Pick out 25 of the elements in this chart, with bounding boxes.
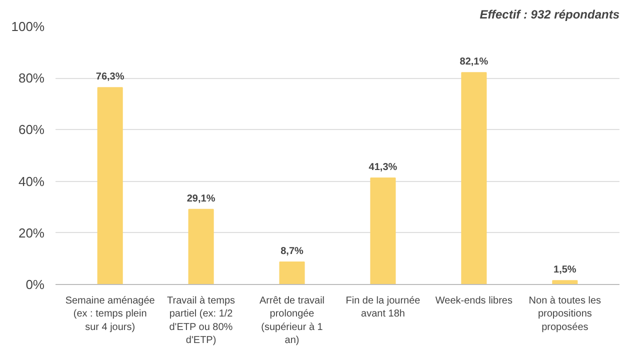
data-label: 1,5%	[554, 264, 576, 276]
bar	[461, 72, 487, 284]
data-label: 8,7%	[280, 246, 304, 258]
y-tick-label: 20%	[18, 225, 45, 240]
y-tick-label: 0%	[26, 277, 45, 292]
bar	[188, 208, 214, 284]
y-tick-label: 80%	[18, 70, 45, 86]
bar	[370, 177, 396, 284]
y-tick-label: 60%	[18, 122, 45, 138]
x-tick-label: Fin de la journée avant 18h	[346, 296, 421, 320]
x-tick-label: Non à toutes les propositions proposées	[528, 296, 602, 333]
y-tick-label: 40%	[18, 174, 45, 189]
text: Effectif : 932 répondants	[480, 8, 620, 22]
bar	[552, 280, 578, 284]
x-tick-label: Week-ends libres	[435, 296, 512, 306]
data-label: 76,3%	[96, 72, 124, 83]
bar	[97, 87, 123, 284]
x-tick-label: Travail à temps partiel (ex: 1/2 d'ETP ou 80% d'ETP)	[167, 296, 236, 346]
data-label: 82,1%	[460, 56, 488, 68]
x-tick-label: Arrêt de travail prolongée (supérieur à 1 an)	[260, 296, 325, 346]
y-tick-label: 100%	[11, 19, 45, 34]
data-label: 29,1%	[186, 193, 216, 204]
data-label: 41,3%	[368, 162, 398, 173]
x-tick-label: Semaine aménagée (ex : temps plein sur 4 jours)	[65, 296, 156, 333]
bar	[279, 262, 305, 284]
